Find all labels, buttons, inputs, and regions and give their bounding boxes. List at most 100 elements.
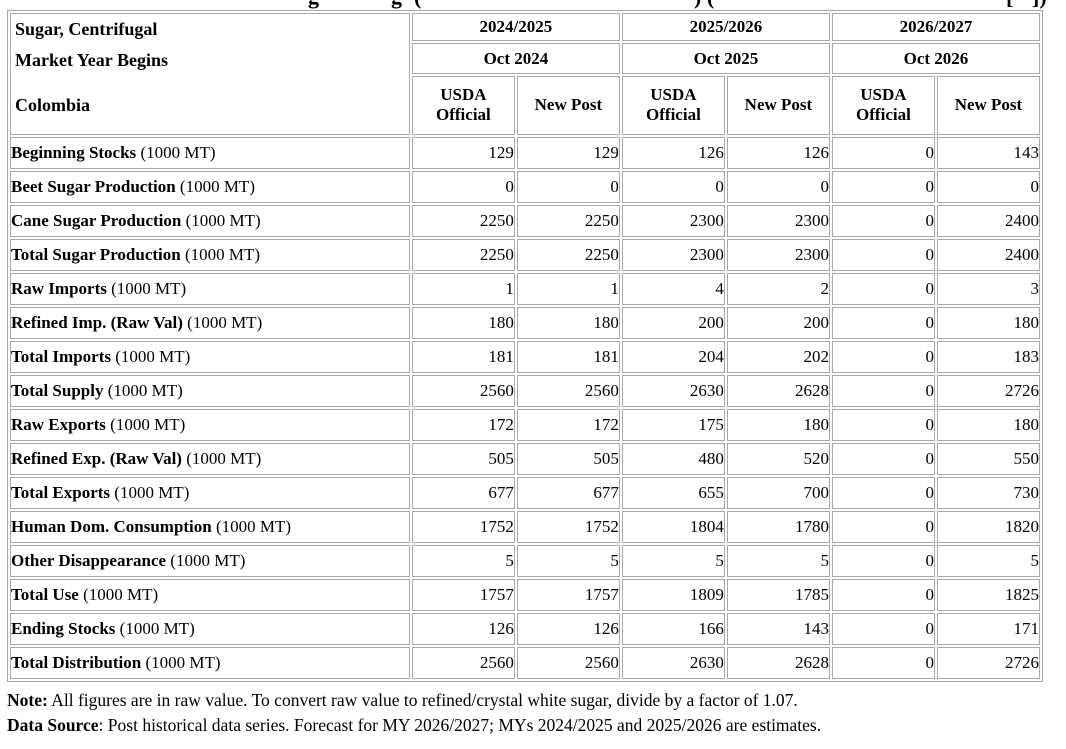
value-cell: 0	[831, 613, 935, 645]
cropped-title-fragment: g	[391, 0, 402, 8]
value-cell: 200	[621, 307, 725, 339]
value-cell: 0	[831, 307, 935, 339]
market-year-header-1: 2024/2025	[411, 13, 620, 42]
value-cell: 183	[936, 341, 1040, 373]
value-cell: 1804	[621, 511, 725, 543]
value-cell: 202	[726, 341, 830, 373]
new-post-header-3: New Post	[936, 75, 1040, 135]
value-cell: 2250	[411, 205, 515, 237]
value-cell: 2250	[516, 239, 620, 271]
attribute-cell: Total Sugar Production (1000 MT)	[10, 239, 410, 271]
attribute-label: Raw Exports	[11, 415, 106, 434]
unit-label: (1000 MT)	[211, 517, 292, 536]
value-cell: 2400	[936, 205, 1040, 237]
value-cell: 181	[516, 341, 620, 373]
attribute-label: Refined Imp. (Raw Val)	[11, 313, 183, 332]
value-cell: 2726	[936, 375, 1040, 407]
value-cell: 0	[516, 171, 620, 203]
value-cell: 0	[831, 375, 935, 407]
value-cell: 0	[831, 409, 935, 441]
value-cell: 700	[726, 477, 830, 509]
market-year-begins-label: Market Year Begins	[15, 49, 168, 70]
attribute-label: Cane Sugar Production	[11, 211, 182, 230]
value-cell: 200	[726, 307, 830, 339]
value-cell: 0	[411, 171, 515, 203]
attribute-cell: Raw Exports (1000 MT)	[10, 409, 410, 441]
psd-table: Sugar, Centrifugal Market Year Begins Co…	[7, 10, 1043, 682]
begin-month-2: Oct 2025	[621, 43, 830, 74]
attribute-label: Raw Imports	[11, 279, 107, 298]
unit-label: (1000 MT)	[103, 381, 183, 400]
value-cell: 677	[411, 477, 515, 509]
attribute-label: Total Use	[11, 585, 79, 604]
attribute-cell: Ending Stocks (1000 MT)	[10, 613, 410, 645]
value-cell: 143	[726, 613, 830, 645]
cropped-title-fragment: (	[414, 0, 421, 8]
value-cell: 2300	[621, 205, 725, 237]
table-row: Refined Imp. (Raw Val) (1000 MT) 180 180…	[10, 307, 1040, 339]
table-row: Ending Stocks (1000 MT) 126 126 166 143 …	[10, 613, 1040, 645]
value-cell: 0	[831, 443, 935, 475]
attribute-cell: Cane Sugar Production (1000 MT)	[10, 205, 410, 237]
header-row-begin-months: Oct 2024 Oct 2025 Oct 2026	[10, 43, 1040, 74]
note-text: All figures are in raw value. To convert…	[47, 690, 798, 710]
value-cell: 2560	[411, 375, 515, 407]
value-cell: 1809	[621, 579, 725, 611]
table-row: Cane Sugar Production (1000 MT) 2250 225…	[10, 205, 1040, 237]
value-cell: 2560	[411, 647, 515, 679]
value-cell: 129	[411, 137, 515, 169]
attribute-label: Total Sugar Production	[11, 245, 181, 264]
value-cell: 0	[726, 171, 830, 203]
value-cell: 0	[936, 171, 1040, 203]
value-cell: 0	[831, 511, 935, 543]
value-cell: 1	[516, 273, 620, 305]
value-cell: 2630	[621, 375, 725, 407]
value-cell: 1780	[726, 511, 830, 543]
unit-label: (1000 MT)	[181, 211, 261, 230]
attribute-cell: Refined Imp. (Raw Val) (1000 MT)	[10, 307, 410, 339]
value-cell: 0	[831, 239, 935, 271]
value-cell: 0	[831, 647, 935, 679]
value-cell: 0	[831, 205, 935, 237]
value-cell: 655	[621, 477, 725, 509]
market-year-header-3: 2026/2027	[831, 13, 1040, 42]
value-cell: 0	[831, 341, 935, 373]
table-row: Other Disappearance (1000 MT) 5 5 5 5 0 …	[10, 545, 1040, 577]
usda-official-header-2: USDA Official	[621, 75, 725, 135]
value-cell: 143	[936, 137, 1040, 169]
unit-label: (1000 MT)	[182, 313, 263, 332]
unit-label: (1000 MT)	[115, 619, 195, 638]
unit-label: (1000 MT)	[106, 279, 187, 298]
unit-label: (1000 MT)	[181, 449, 262, 468]
table-notes: Note: All figures are in raw value. To c…	[7, 688, 1059, 738]
market-year-header-2: 2025/2026	[621, 13, 830, 42]
value-cell: 5	[726, 545, 830, 577]
table-row: Total Exports (1000 MT) 677 677 655 700 …	[10, 477, 1040, 509]
attribute-cell: Total Use (1000 MT)	[10, 579, 410, 611]
value-cell: 180	[936, 409, 1040, 441]
unit-label: (1000 MT)	[141, 653, 221, 672]
table-row: Raw Imports (1000 MT) 1 1 4 2 0 3	[10, 273, 1040, 305]
attribute-label: Total Supply	[11, 381, 104, 400]
value-cell: 2250	[411, 239, 515, 271]
value-cell: 0	[831, 171, 935, 203]
table-row: Total Distribution (1000 MT) 2560 2560 2…	[10, 647, 1040, 679]
value-cell: 2	[726, 273, 830, 305]
value-cell: 2726	[936, 647, 1040, 679]
cropped-title-strip: g g () ([])	[0, 0, 1066, 10]
unit-label: (1000 MT)	[175, 177, 255, 196]
value-cell: 505	[411, 443, 515, 475]
header-row-sources: USDA Official New Post USDA Official New…	[10, 75, 1040, 135]
value-cell: 1785	[726, 579, 830, 611]
data-source-text: : Post historical data series. Forecast …	[98, 715, 822, 735]
cropped-title-fragment: [	[1006, 0, 1013, 8]
value-cell: 172	[411, 409, 515, 441]
value-cell: 126	[411, 613, 515, 645]
value-cell: 180	[516, 307, 620, 339]
unit-label: (1000 MT)	[110, 483, 190, 502]
unit-label: (1000 MT)	[180, 245, 261, 264]
value-cell: 0	[831, 477, 935, 509]
header-row-years: Sugar, Centrifugal Market Year Begins Co…	[10, 13, 1040, 135]
attribute-label: Total Imports	[11, 347, 111, 366]
value-cell: 0	[621, 171, 725, 203]
